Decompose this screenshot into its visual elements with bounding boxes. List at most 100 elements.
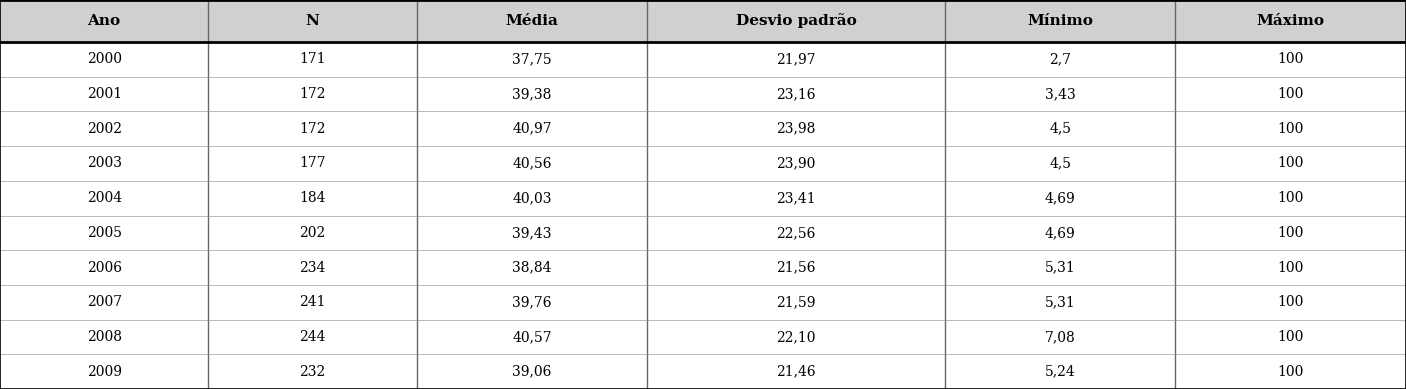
Text: N: N [305, 14, 319, 28]
Bar [1175, 146, 1406, 181]
Text: 21,59: 21,59 [776, 295, 815, 309]
Text: 100: 100 [1278, 122, 1303, 136]
Text: 2,7: 2,7 [1049, 53, 1071, 67]
Text: 37,75: 37,75 [512, 53, 551, 67]
Bar [647, 77, 945, 111]
Text: 2002: 2002 [87, 122, 122, 136]
Bar [945, 216, 1175, 250]
Text: 2004: 2004 [87, 191, 122, 205]
Bar [416, 320, 647, 354]
Text: 2001: 2001 [87, 87, 122, 101]
Bar [1175, 354, 1406, 389]
Bar [416, 181, 647, 216]
Text: 21,97: 21,97 [776, 53, 815, 67]
Text: 244: 244 [299, 330, 326, 344]
Bar [416, 0, 647, 42]
Bar [0, 111, 208, 146]
Bar [0, 181, 208, 216]
Bar [416, 216, 647, 250]
Bar [208, 77, 416, 111]
Bar [945, 77, 1175, 111]
Bar [416, 111, 647, 146]
Text: 7,08: 7,08 [1045, 330, 1076, 344]
Text: 4,5: 4,5 [1049, 122, 1071, 136]
Text: 2008: 2008 [87, 330, 122, 344]
Text: 171: 171 [299, 53, 326, 67]
Text: 40,56: 40,56 [512, 156, 551, 170]
Bar [416, 285, 647, 320]
Bar [1175, 77, 1406, 111]
Text: 3,43: 3,43 [1045, 87, 1076, 101]
Bar [647, 146, 945, 181]
Text: 4,69: 4,69 [1045, 226, 1076, 240]
Bar [0, 354, 208, 389]
Text: 39,76: 39,76 [512, 295, 551, 309]
Bar [945, 146, 1175, 181]
Text: 23,90: 23,90 [776, 156, 815, 170]
Text: 2003: 2003 [87, 156, 122, 170]
Bar [945, 0, 1175, 42]
Text: 184: 184 [299, 191, 326, 205]
Text: 2000: 2000 [87, 53, 122, 67]
Text: 100: 100 [1278, 191, 1303, 205]
Bar [945, 181, 1175, 216]
Bar [0, 146, 208, 181]
Text: Média: Média [506, 14, 558, 28]
Text: 23,41: 23,41 [776, 191, 815, 205]
Bar [0, 320, 208, 354]
Text: 23,98: 23,98 [776, 122, 815, 136]
Bar [208, 216, 416, 250]
Bar [945, 320, 1175, 354]
Text: 21,56: 21,56 [776, 261, 815, 275]
Text: 100: 100 [1278, 53, 1303, 67]
Text: 234: 234 [299, 261, 326, 275]
Bar [208, 111, 416, 146]
Bar [0, 0, 208, 42]
Text: 22,10: 22,10 [776, 330, 815, 344]
Text: 241: 241 [299, 295, 326, 309]
Bar [647, 181, 945, 216]
Bar [1175, 285, 1406, 320]
Bar [945, 354, 1175, 389]
Text: 40,03: 40,03 [512, 191, 551, 205]
Bar [208, 146, 416, 181]
Bar [1175, 111, 1406, 146]
Text: 100: 100 [1278, 295, 1303, 309]
Bar [647, 250, 945, 285]
Text: 232: 232 [299, 364, 326, 378]
Text: 202: 202 [299, 226, 326, 240]
Bar [208, 354, 416, 389]
Text: Ano: Ano [87, 14, 121, 28]
Bar [647, 285, 945, 320]
Bar [0, 216, 208, 250]
Text: 100: 100 [1278, 330, 1303, 344]
Bar [1175, 181, 1406, 216]
Bar [0, 250, 208, 285]
Text: 39,43: 39,43 [512, 226, 551, 240]
Text: 5,24: 5,24 [1045, 364, 1076, 378]
Text: 39,38: 39,38 [512, 87, 551, 101]
Text: 2007: 2007 [87, 295, 122, 309]
Bar [1175, 250, 1406, 285]
Text: 38,84: 38,84 [512, 261, 551, 275]
Text: 23,16: 23,16 [776, 87, 815, 101]
Bar [208, 285, 416, 320]
Bar [208, 181, 416, 216]
Text: 40,57: 40,57 [512, 330, 551, 344]
Text: Máximo: Máximo [1257, 14, 1324, 28]
Bar [1175, 216, 1406, 250]
Bar [208, 250, 416, 285]
Text: 2005: 2005 [87, 226, 122, 240]
Bar [416, 354, 647, 389]
Text: 40,97: 40,97 [512, 122, 551, 136]
Text: 22,56: 22,56 [776, 226, 815, 240]
Text: Desvio padrão: Desvio padrão [735, 14, 856, 28]
Bar [416, 146, 647, 181]
Bar [945, 250, 1175, 285]
Bar [1175, 320, 1406, 354]
Bar [0, 77, 208, 111]
Text: 172: 172 [299, 87, 326, 101]
Text: 100: 100 [1278, 364, 1303, 378]
Text: 2009: 2009 [87, 364, 122, 378]
Bar [208, 320, 416, 354]
